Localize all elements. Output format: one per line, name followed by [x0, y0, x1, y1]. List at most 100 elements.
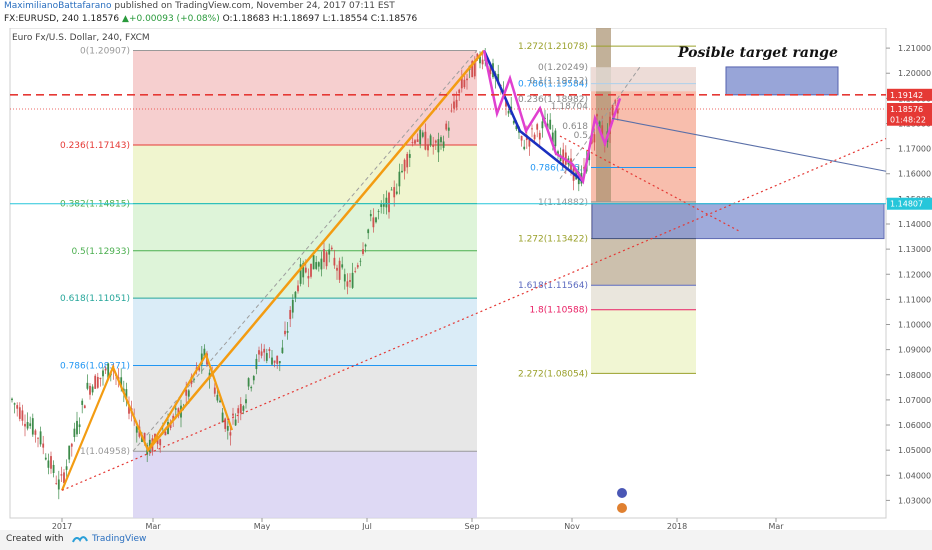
candle-body	[346, 281, 349, 287]
candle-body	[471, 61, 474, 78]
candle-body	[120, 377, 123, 388]
fib-ext-band	[591, 285, 696, 310]
candle-body	[406, 153, 409, 168]
x-tick-label: Mar	[145, 522, 161, 530]
fib-ext-label: 0.786(1.16...	[530, 163, 588, 173]
candle-body	[18, 407, 21, 419]
target-zone-top	[725, 66, 839, 96]
candle-body	[185, 389, 188, 396]
candle-body	[393, 187, 396, 198]
candle-body	[213, 387, 216, 394]
chart-area[interactable]: 0(1.20907) 0.236(1.17143) 0.382(1.14815) 0.…	[0, 28, 932, 530]
candle-body	[24, 423, 26, 427]
candle-body	[26, 422, 29, 429]
resistance-trend-line	[611, 117, 887, 172]
candle-body	[583, 167, 585, 169]
candle-body	[50, 456, 52, 469]
candle-body	[172, 415, 175, 421]
candle-body	[70, 443, 73, 447]
price-chart[interactable]: 0(1.20907) 0.236(1.17143) 0.382(1.14815) 0.…	[0, 28, 932, 530]
candle-body	[523, 146, 526, 150]
candle-body	[221, 412, 224, 423]
candle-body	[330, 247, 333, 250]
candle-body	[252, 375, 255, 381]
candle-body	[76, 420, 78, 435]
candle-body	[466, 78, 468, 81]
candle-body	[375, 217, 377, 223]
candle-body	[312, 255, 315, 270]
x-tick-label: Nov	[564, 522, 580, 530]
y-tick-label: 1.14000	[898, 220, 931, 229]
fib-small-label: 1.18704	[551, 102, 588, 112]
candle-body	[239, 404, 242, 414]
orange-trend-line	[147, 49, 485, 451]
fib-level-label: 0.618(1.11051)	[60, 294, 130, 304]
fib-ext-label: 1.272(1.21078)	[518, 42, 588, 52]
candle-body	[278, 361, 281, 364]
y-tick-label: 1.04000	[898, 471, 931, 480]
candle-body	[351, 272, 354, 288]
candle-body	[268, 349, 271, 351]
candle-body	[323, 249, 325, 263]
candle-body	[356, 265, 359, 268]
candle-body	[411, 142, 414, 143]
brand-link[interactable]: TradingView	[92, 534, 147, 544]
candle-body	[81, 400, 84, 405]
candle-body	[528, 139, 531, 147]
fib-small-label: 0.1(1.19712)	[529, 77, 588, 87]
candle-body	[245, 399, 247, 404]
candle-body	[258, 350, 260, 355]
candle-body	[271, 357, 273, 365]
fib-band	[133, 145, 477, 204]
candle-body	[354, 271, 357, 272]
target-zone-bottom	[591, 203, 885, 240]
candle-body	[419, 129, 422, 145]
candle-body	[234, 419, 237, 426]
candle-body	[37, 437, 39, 439]
candle-body	[463, 79, 466, 88]
up-arrow-icon: ▲	[122, 14, 129, 24]
candle-body	[232, 413, 234, 416]
candle-body	[479, 56, 481, 64]
candle-body	[453, 101, 455, 109]
candle-body	[60, 474, 63, 476]
x-tick-label: 2017	[52, 522, 72, 530]
fib-band	[133, 298, 477, 366]
candle-body	[601, 125, 604, 137]
blue-pattern-line	[482, 49, 584, 183]
price-tag	[887, 197, 932, 210]
candle-body	[341, 264, 344, 268]
candle-body	[473, 60, 476, 77]
candle-body	[505, 100, 507, 107]
candle-body	[216, 394, 219, 401]
candle-body	[320, 258, 323, 270]
x-tick-label: 2018	[667, 522, 687, 530]
candle-body	[107, 363, 110, 380]
candle-body	[364, 244, 367, 247]
fib-band	[133, 250, 477, 299]
candle-body	[541, 121, 544, 129]
candle-body	[455, 99, 458, 108]
candle-body	[302, 263, 305, 278]
candle-body	[349, 280, 351, 282]
x-tick-label: Mar	[768, 522, 784, 530]
candle-body	[460, 77, 463, 89]
fib-band	[133, 451, 477, 518]
candle-body	[445, 123, 448, 130]
x-tick-label: Jul	[361, 522, 372, 530]
candle-body	[289, 309, 292, 320]
candle-body	[16, 405, 19, 409]
fib-band	[133, 50, 477, 146]
fib-level-label: 1(1.04958)	[80, 447, 130, 457]
candle-body	[372, 217, 375, 228]
candle-body	[31, 418, 34, 435]
ohlc-low: L:1.18554	[322, 14, 368, 24]
y-tick-label: 1.05000	[898, 446, 931, 455]
candle-body	[125, 389, 128, 399]
candle-body	[588, 151, 591, 161]
fib-level-label: 0.5(1.12933)	[71, 247, 130, 257]
author-link[interactable]: MaximilianoBattafarano	[4, 1, 112, 11]
last-price: 1.18576	[81, 14, 120, 24]
candle-body	[390, 189, 393, 191]
fib-ext-label: 1.272(1.13422)	[518, 235, 588, 245]
